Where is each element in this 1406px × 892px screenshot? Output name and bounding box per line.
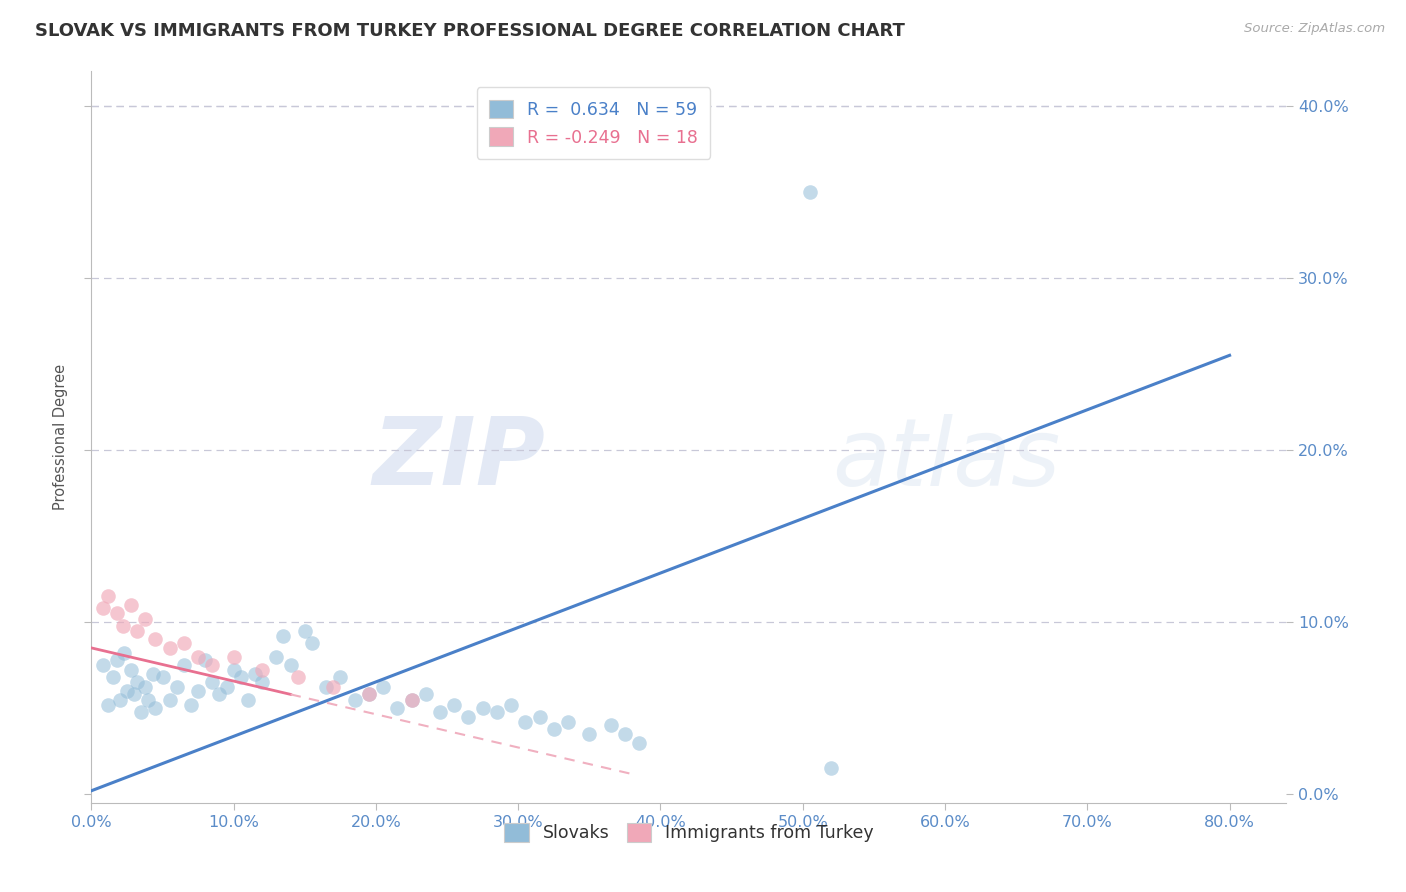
- Point: [457, 710, 479, 724]
- Point: [820, 761, 842, 775]
- Point: [134, 612, 156, 626]
- Point: [294, 624, 316, 638]
- Point: [471, 701, 494, 715]
- Point: [159, 640, 181, 655]
- Point: [105, 653, 128, 667]
- Point: [201, 675, 224, 690]
- Point: [222, 649, 245, 664]
- Point: [91, 658, 114, 673]
- Point: [180, 698, 202, 712]
- Point: [166, 681, 188, 695]
- Point: [387, 701, 409, 715]
- Point: [115, 684, 138, 698]
- Point: [322, 681, 344, 695]
- Point: [799, 185, 821, 199]
- Point: [613, 727, 636, 741]
- Point: [134, 681, 156, 695]
- Point: [194, 653, 217, 667]
- Legend: Slovaks, Immigrants from Turkey: Slovaks, Immigrants from Turkey: [498, 816, 880, 849]
- Point: [401, 692, 423, 706]
- Point: [120, 663, 142, 677]
- Point: [357, 687, 380, 701]
- Point: [108, 692, 131, 706]
- Point: [136, 692, 159, 706]
- Point: [250, 675, 273, 690]
- Point: [371, 681, 394, 695]
- Point: [129, 705, 152, 719]
- Point: [187, 649, 209, 664]
- Point: [145, 701, 167, 715]
- Point: [125, 675, 148, 690]
- Point: [401, 692, 423, 706]
- Point: [557, 714, 579, 729]
- Y-axis label: Professional Degree: Professional Degree: [53, 364, 69, 510]
- Text: ZIP: ZIP: [373, 413, 546, 505]
- Point: [97, 589, 120, 603]
- Point: [501, 698, 523, 712]
- Point: [125, 624, 148, 638]
- Point: [515, 714, 537, 729]
- Point: [599, 718, 621, 732]
- Point: [250, 663, 273, 677]
- Point: [266, 649, 288, 664]
- Point: [111, 618, 134, 632]
- Point: [343, 692, 366, 706]
- Point: [145, 632, 167, 647]
- Point: [208, 687, 231, 701]
- Point: [357, 687, 380, 701]
- Point: [429, 705, 451, 719]
- Point: [543, 722, 565, 736]
- Point: [142, 666, 165, 681]
- Point: [529, 710, 551, 724]
- Point: [201, 658, 224, 673]
- Point: [101, 670, 124, 684]
- Point: [229, 670, 252, 684]
- Point: [280, 658, 302, 673]
- Point: [215, 681, 238, 695]
- Point: [301, 636, 323, 650]
- Text: SLOVAK VS IMMIGRANTS FROM TURKEY PROFESSIONAL DEGREE CORRELATION CHART: SLOVAK VS IMMIGRANTS FROM TURKEY PROFESS…: [35, 22, 905, 40]
- Point: [415, 687, 437, 701]
- Point: [329, 670, 352, 684]
- Point: [122, 687, 145, 701]
- Point: [222, 663, 245, 677]
- Point: [578, 727, 600, 741]
- Point: [173, 636, 195, 650]
- Point: [105, 607, 128, 621]
- Point: [243, 666, 266, 681]
- Point: [187, 684, 209, 698]
- Text: Source: ZipAtlas.com: Source: ZipAtlas.com: [1244, 22, 1385, 36]
- Point: [120, 598, 142, 612]
- Point: [485, 705, 508, 719]
- Point: [443, 698, 465, 712]
- Point: [97, 698, 120, 712]
- Point: [287, 670, 309, 684]
- Point: [159, 692, 181, 706]
- Point: [236, 692, 259, 706]
- Point: [112, 646, 135, 660]
- Point: [315, 681, 337, 695]
- Point: [628, 735, 651, 749]
- Point: [173, 658, 195, 673]
- Text: atlas: atlas: [832, 414, 1060, 505]
- Point: [152, 670, 174, 684]
- Point: [91, 601, 114, 615]
- Point: [273, 629, 295, 643]
